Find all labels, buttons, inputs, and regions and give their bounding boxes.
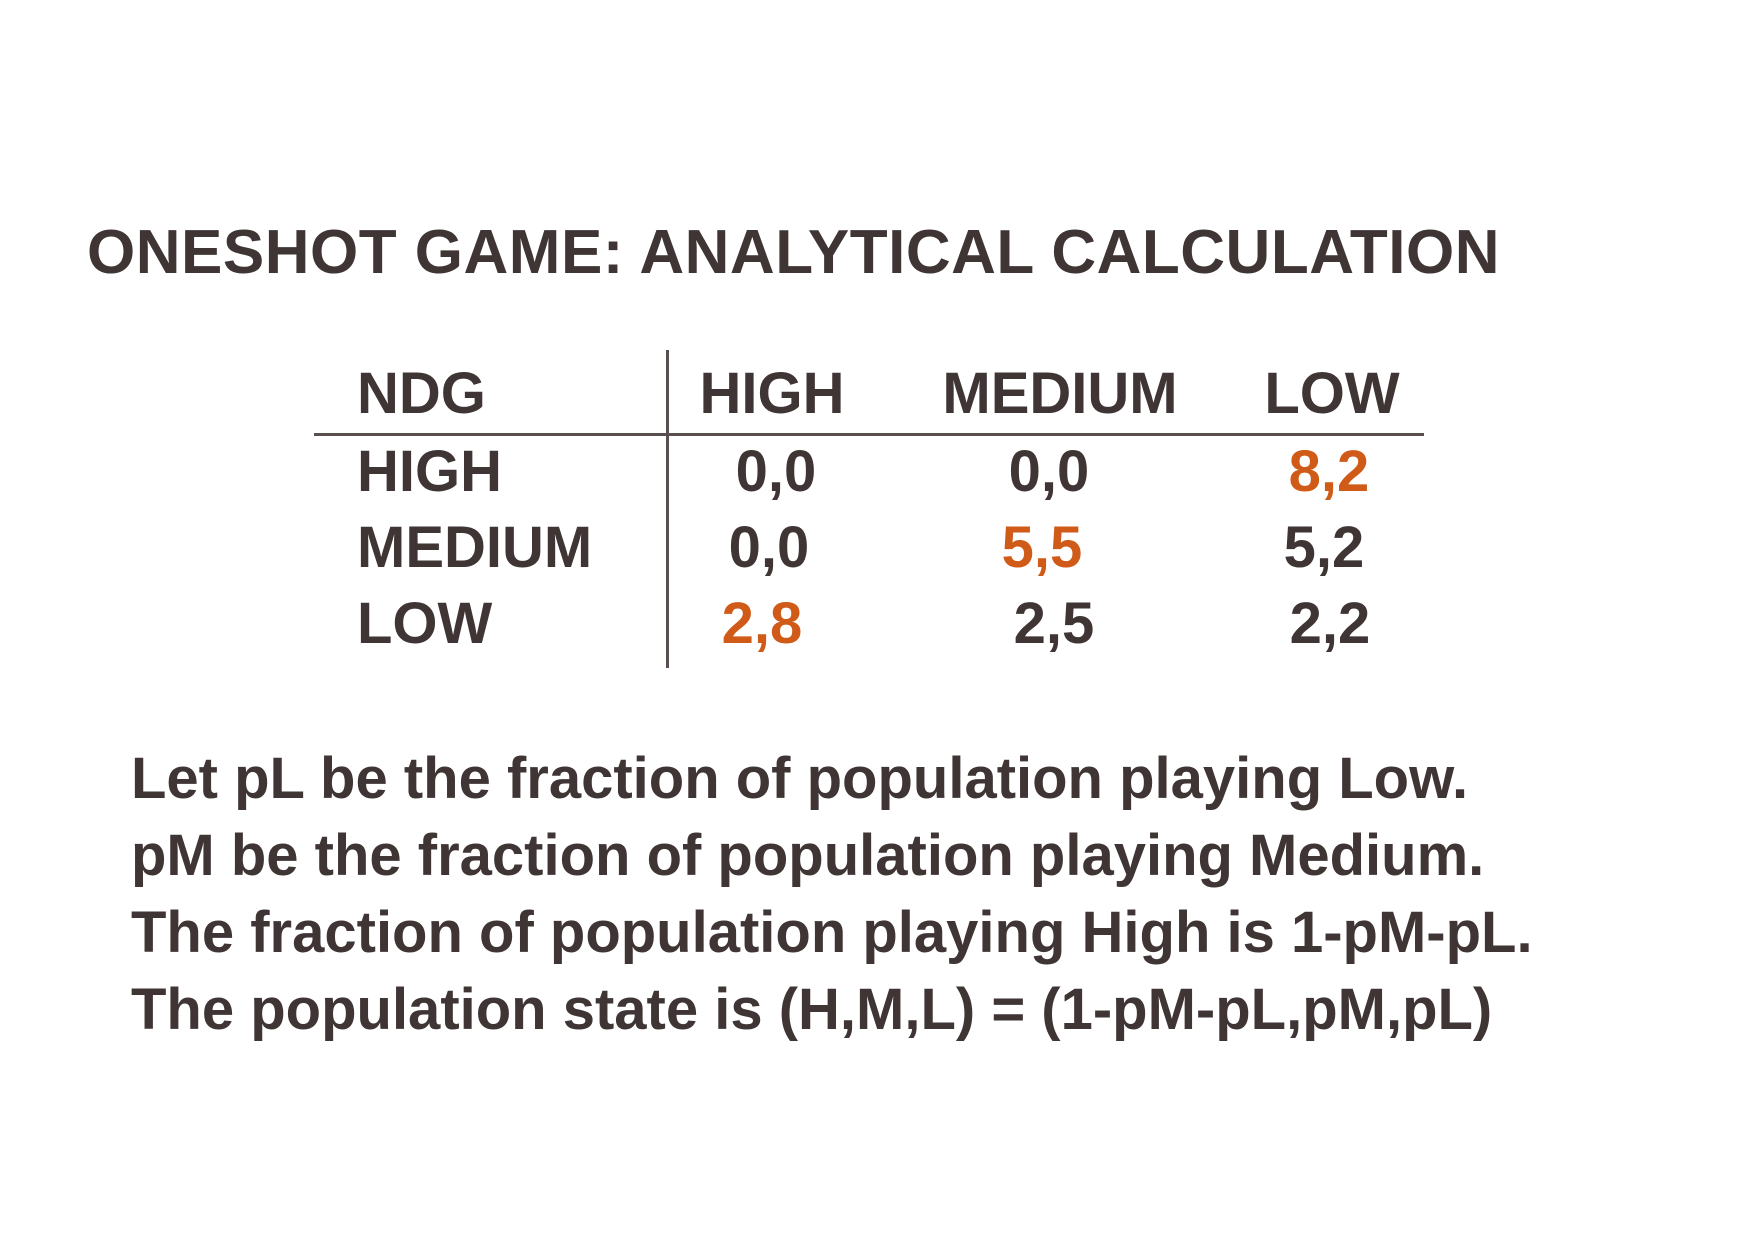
payoff-medium-high: 0,0: [728, 515, 810, 580]
description-line-1: Let pL be the fraction of population pla…: [131, 746, 1469, 811]
row-label-low: LOW: [357, 591, 493, 656]
payoff-medium-low: 5,2: [1283, 515, 1365, 580]
payoff-matrix: NDG HIGH MEDIUM LOW HIGH 0,0 0,0 8,2 MED…: [314, 345, 1434, 675]
corner-label: NDG: [357, 361, 486, 426]
payoff-high-high: 0,0: [735, 439, 817, 504]
payoff-low-medium: 2,5: [1013, 591, 1095, 656]
description-line-4: The population state is (H,M,L) = (1-pM-…: [131, 977, 1493, 1042]
column-header-low: LOW: [1264, 361, 1400, 426]
payoff-medium-medium: 5,5: [1001, 515, 1083, 580]
description-line-2: pM be the fraction of population playing…: [131, 823, 1485, 888]
column-header-medium: MEDIUM: [942, 361, 1178, 426]
description-text: Let pL be the fraction of population pla…: [131, 740, 1533, 1048]
header-divider: [314, 433, 1424, 436]
payoff-high-medium: 0,0: [1008, 439, 1090, 504]
page-title: ONESHOT GAME: ANALYTICAL CALCULATION: [87, 218, 1500, 287]
row-label-medium: MEDIUM: [357, 515, 593, 580]
row-label-divider: [666, 350, 669, 668]
payoff-high-low: 8,2: [1288, 439, 1370, 504]
payoff-low-high: 2,8: [721, 591, 803, 656]
row-label-high: HIGH: [357, 439, 502, 504]
description-line-3: The fraction of population playing High …: [131, 900, 1533, 965]
payoff-low-low: 2,2: [1289, 591, 1371, 656]
column-header-high: HIGH: [699, 361, 845, 426]
